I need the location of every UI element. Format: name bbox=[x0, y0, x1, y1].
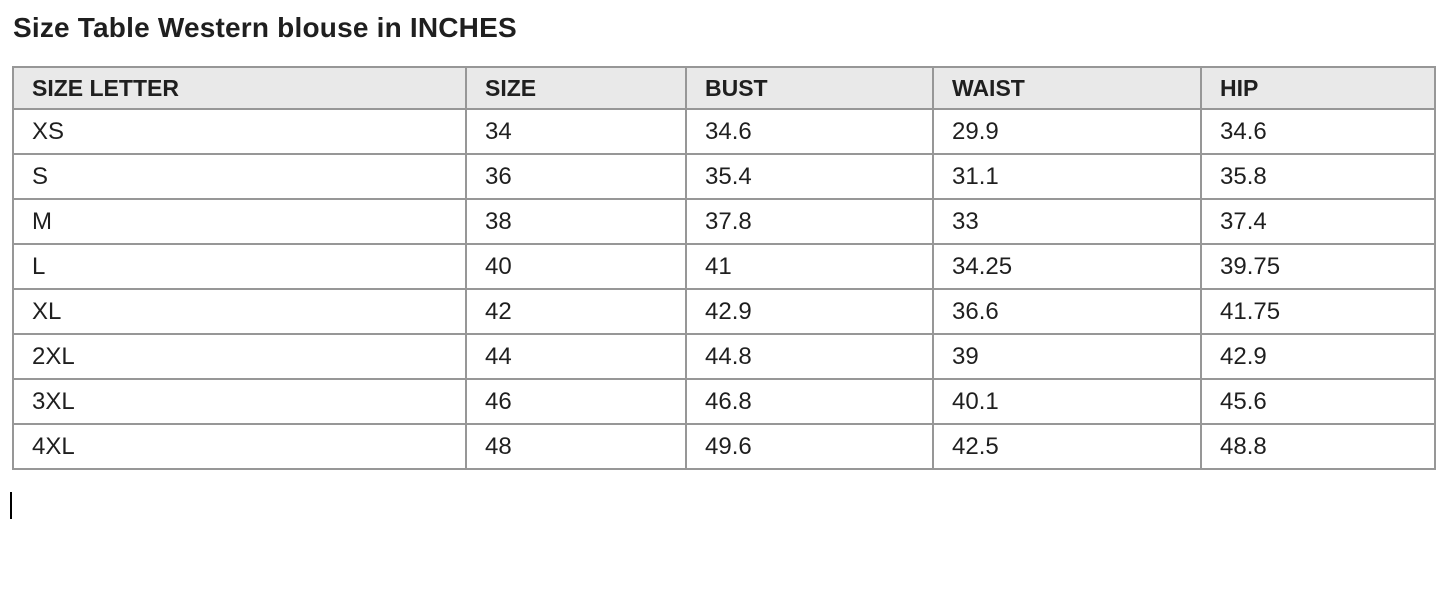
table-cell[interactable]: 34 bbox=[465, 108, 687, 155]
table-header-row: SIZE LETTER SIZE BUST WAIST HIP bbox=[12, 66, 1436, 110]
table-cell[interactable]: 41.75 bbox=[1200, 288, 1436, 335]
table-cell[interactable]: S bbox=[12, 153, 467, 200]
table-cell[interactable]: 37.4 bbox=[1200, 198, 1436, 245]
size-table-body: XS 34 34.6 29.9 34.6 S 36 35.4 31.1 35.8 M 38 37.8 33… bbox=[12, 108, 1436, 470]
table-cell[interactable]: XL bbox=[12, 288, 467, 335]
column-header-hip[interactable]: HIP bbox=[1200, 66, 1436, 110]
table-cell[interactable]: 44 bbox=[465, 333, 687, 380]
table-cell[interactable]: 39.75 bbox=[1200, 243, 1436, 290]
table-cell[interactable]: 37.8 bbox=[685, 198, 934, 245]
table-cell[interactable]: 41 bbox=[685, 243, 934, 290]
table-cell[interactable]: 4XL bbox=[12, 423, 467, 470]
table-cell[interactable]: 42.9 bbox=[1200, 333, 1436, 380]
table-cell[interactable]: XS bbox=[12, 108, 467, 155]
table-row: M 38 37.8 33 37.4 bbox=[12, 198, 1436, 245]
table-row: 3XL 46 46.8 40.1 45.6 bbox=[12, 378, 1436, 425]
table-row: L 40 41 34.25 39.75 bbox=[12, 243, 1436, 290]
table-cell[interactable]: 44.8 bbox=[685, 333, 934, 380]
table-cell[interactable]: 35.4 bbox=[685, 153, 934, 200]
table-row: 4XL 48 49.6 42.5 48.8 bbox=[12, 423, 1436, 470]
table-cell[interactable]: 42 bbox=[465, 288, 687, 335]
table-cell[interactable]: 46.8 bbox=[685, 378, 934, 425]
table-cell[interactable]: 48 bbox=[465, 423, 687, 470]
table-cell[interactable]: 40.1 bbox=[932, 378, 1202, 425]
table-cell[interactable]: 45.6 bbox=[1200, 378, 1436, 425]
table-cell[interactable]: 39 bbox=[932, 333, 1202, 380]
page-title[interactable]: Size Table Western blouse in INCHES bbox=[13, 12, 517, 43]
table-cell[interactable]: 33 bbox=[932, 198, 1202, 245]
table-cell[interactable]: 46 bbox=[465, 378, 687, 425]
table-cell[interactable]: 34.6 bbox=[685, 108, 934, 155]
table-cell[interactable]: 3XL bbox=[12, 378, 467, 425]
size-table-header: SIZE LETTER SIZE BUST WAIST HIP bbox=[12, 66, 1436, 110]
table-cell[interactable]: M bbox=[12, 198, 467, 245]
table-row: XL 42 42.9 36.6 41.75 bbox=[12, 288, 1436, 335]
table-cell[interactable]: 49.6 bbox=[685, 423, 934, 470]
table-row: 2XL 44 44.8 39 42.9 bbox=[12, 333, 1436, 380]
table-cell[interactable]: 38 bbox=[465, 198, 687, 245]
size-table: SIZE LETTER SIZE BUST WAIST HIP XS 34 34.6… bbox=[12, 66, 1436, 470]
table-cell[interactable]: 36 bbox=[465, 153, 687, 200]
text-insertion-caret bbox=[10, 492, 12, 519]
table-cell[interactable]: 2XL bbox=[12, 333, 467, 380]
table-cell[interactable]: 48.8 bbox=[1200, 423, 1436, 470]
table-row: XS 34 34.6 29.9 34.6 bbox=[12, 108, 1436, 155]
table-cell[interactable]: 35.8 bbox=[1200, 153, 1436, 200]
table-cell[interactable]: 42.9 bbox=[685, 288, 934, 335]
table-cell[interactable]: 34.25 bbox=[932, 243, 1202, 290]
table-cell[interactable]: 40 bbox=[465, 243, 687, 290]
table-cell[interactable]: 31.1 bbox=[932, 153, 1202, 200]
column-header-size-letter[interactable]: SIZE LETTER bbox=[12, 66, 467, 110]
table-cell[interactable]: 34.6 bbox=[1200, 108, 1436, 155]
table-cell[interactable]: L bbox=[12, 243, 467, 290]
column-header-size[interactable]: SIZE bbox=[465, 66, 687, 110]
table-row: S 36 35.4 31.1 35.8 bbox=[12, 153, 1436, 200]
column-header-waist[interactable]: WAIST bbox=[932, 66, 1202, 110]
table-cell[interactable]: 29.9 bbox=[932, 108, 1202, 155]
column-header-bust[interactable]: BUST bbox=[685, 66, 934, 110]
table-cell[interactable]: 36.6 bbox=[932, 288, 1202, 335]
table-cell[interactable]: 42.5 bbox=[932, 423, 1202, 470]
